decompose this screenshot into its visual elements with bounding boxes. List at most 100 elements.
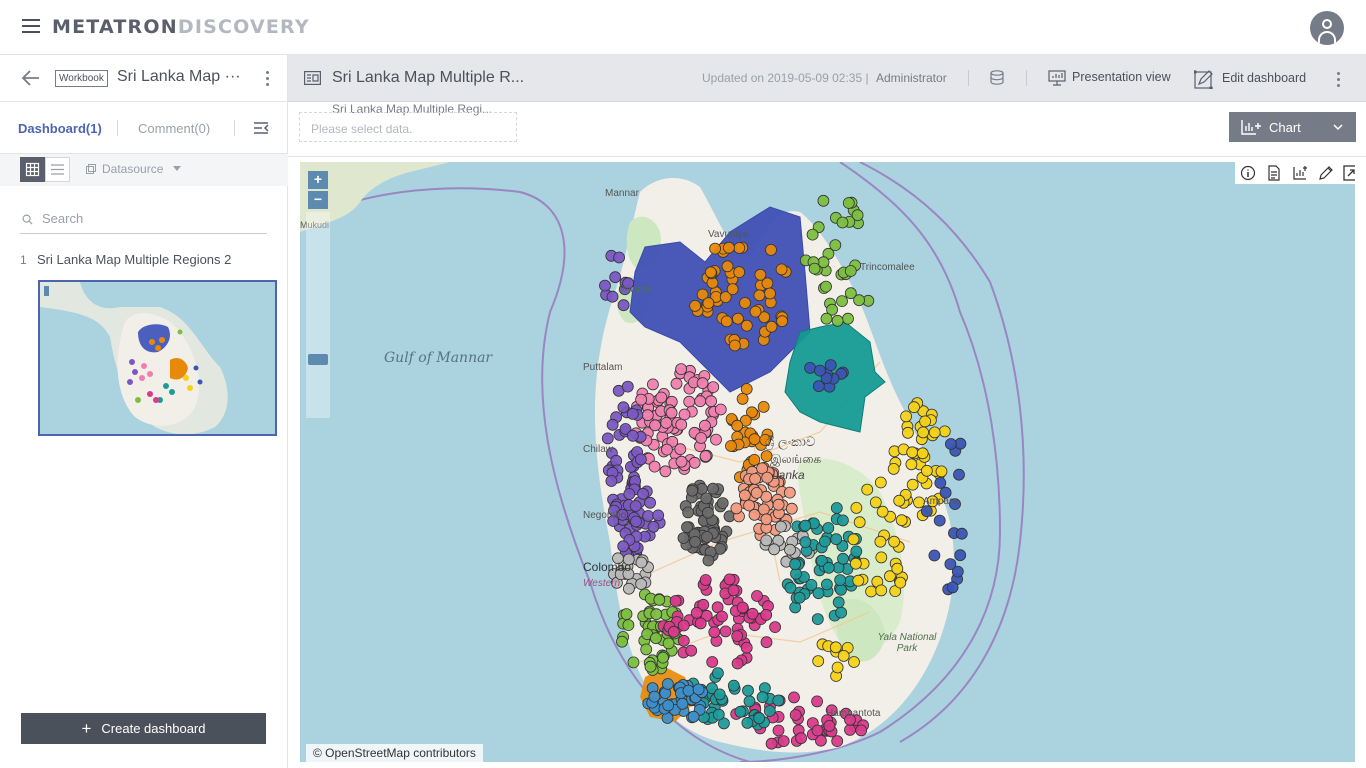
datasource-dropdown[interactable]: Datasource <box>85 162 181 176</box>
map-point[interactable] <box>785 502 798 515</box>
map-point[interactable] <box>748 453 761 466</box>
map-point[interactable] <box>806 228 819 241</box>
map-point[interactable] <box>629 500 642 512</box>
map-point[interactable] <box>811 724 824 737</box>
map-point[interactable] <box>926 495 939 508</box>
map-point[interactable] <box>739 297 751 309</box>
map-point[interactable] <box>822 522 835 534</box>
map-point[interactable] <box>709 242 722 255</box>
zoom-out-button[interactable]: − <box>308 191 328 209</box>
map-point[interactable] <box>723 573 736 586</box>
map-point[interactable] <box>906 446 919 459</box>
map-point[interactable] <box>938 425 951 438</box>
map-point[interactable] <box>765 244 777 256</box>
map-point[interactable] <box>835 583 847 596</box>
map-point[interactable] <box>768 543 781 556</box>
map-point[interactable] <box>820 280 832 293</box>
dashboard-item-name[interactable]: Sri Lanka Map Multiple Regions 2 <box>37 252 232 267</box>
map-point[interactable] <box>704 266 717 279</box>
map-point[interactable] <box>697 598 710 611</box>
map-point[interactable] <box>748 433 761 446</box>
map-point[interactable] <box>702 554 715 567</box>
map-point[interactable] <box>710 433 722 446</box>
map-point[interactable] <box>853 516 866 529</box>
map-point[interactable] <box>894 576 907 589</box>
map-point[interactable] <box>617 299 630 312</box>
map-point[interactable] <box>682 684 695 697</box>
map-point[interactable] <box>829 239 842 251</box>
map-point[interactable] <box>722 241 735 254</box>
list-view-icon[interactable] <box>45 157 70 182</box>
map-point[interactable] <box>765 737 778 750</box>
map-point[interactable] <box>951 565 964 578</box>
edit-dashboard-icon[interactable] <box>1194 69 1214 89</box>
map-point[interactable] <box>842 197 855 209</box>
map-point[interactable] <box>777 735 790 747</box>
map-point[interactable] <box>817 194 830 207</box>
map-point[interactable] <box>945 438 957 450</box>
map-point[interactable] <box>736 392 749 405</box>
map-point[interactable] <box>606 418 619 431</box>
map-point[interactable] <box>811 613 824 626</box>
map-point[interactable] <box>657 651 669 664</box>
map-point[interactable] <box>850 545 863 558</box>
map-point[interactable] <box>694 395 707 408</box>
map-point[interactable] <box>900 410 912 423</box>
map-point[interactable] <box>939 486 952 499</box>
map-point[interactable] <box>740 319 753 332</box>
map-point[interactable] <box>837 649 850 662</box>
map-point[interactable] <box>721 260 734 273</box>
map-point[interactable] <box>829 641 842 654</box>
map-point[interactable] <box>805 578 818 591</box>
map-point[interactable] <box>677 532 690 545</box>
map-point[interactable] <box>647 520 660 533</box>
pencil-icon[interactable] <box>1318 165 1334 181</box>
map-point[interactable] <box>826 303 838 316</box>
map-point[interactable] <box>601 432 614 445</box>
map-point[interactable] <box>622 568 635 580</box>
map-point[interactable] <box>921 464 933 477</box>
map-point[interactable] <box>876 505 889 518</box>
map-point[interactable] <box>683 395 696 408</box>
map-point[interactable] <box>660 416 673 429</box>
user-avatar[interactable] <box>1310 11 1344 45</box>
map-point[interactable] <box>776 315 789 328</box>
map-point[interactable] <box>626 407 639 420</box>
map-point[interactable] <box>616 508 629 521</box>
map-point[interactable] <box>707 381 720 394</box>
data-table-icon[interactable] <box>1266 165 1282 181</box>
map-point[interactable] <box>808 262 821 275</box>
map-point[interactable] <box>789 558 802 571</box>
map-point[interactable] <box>746 607 759 620</box>
map-point[interactable] <box>622 553 635 566</box>
map-point[interactable] <box>623 488 636 500</box>
map-point[interactable] <box>793 591 806 604</box>
map-point[interactable] <box>875 551 888 564</box>
map-point[interactable] <box>832 596 845 609</box>
map-point[interactable] <box>637 487 649 500</box>
map-point[interactable] <box>759 433 772 446</box>
filter-dropzone[interactable]: Please select data. <box>299 112 517 142</box>
map-point[interactable] <box>675 418 688 431</box>
dashboard-more-icon[interactable] <box>1337 72 1341 88</box>
map-point[interactable] <box>646 378 659 391</box>
map-point[interactable] <box>635 393 648 406</box>
map-point[interactable] <box>772 694 785 707</box>
map-point[interactable] <box>820 312 833 325</box>
map-point[interactable] <box>830 502 843 514</box>
map-point[interactable] <box>714 403 727 416</box>
map-point[interactable] <box>748 508 761 521</box>
menu-icon[interactable] <box>22 19 40 35</box>
map-point[interactable] <box>681 521 693 534</box>
map-point[interactable] <box>717 717 730 730</box>
map-point[interactable] <box>701 530 713 543</box>
tab-comment[interactable]: Comment(0) <box>138 121 211 136</box>
map-point[interactable] <box>650 608 663 621</box>
map-point[interactable] <box>749 305 762 318</box>
map-point[interactable] <box>605 475 618 487</box>
map-point[interactable] <box>627 656 640 669</box>
map-point[interactable] <box>836 216 849 229</box>
map-point[interactable] <box>640 643 653 656</box>
map-point[interactable] <box>865 585 877 598</box>
dashboard-thumbnail[interactable] <box>38 280 277 436</box>
